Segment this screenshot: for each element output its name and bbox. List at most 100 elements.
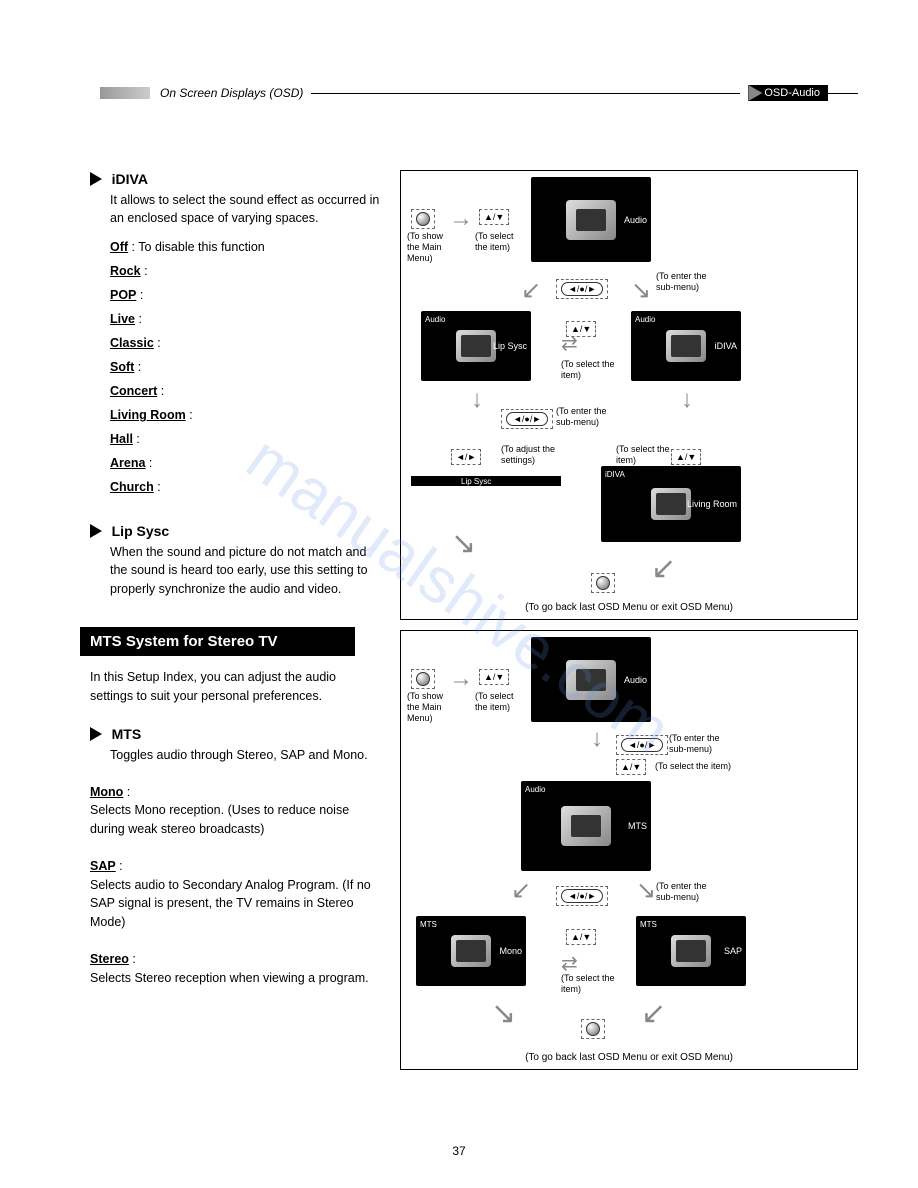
arrow-curve-icon: ↙ [651, 551, 676, 586]
arrow-down-left-icon: ↙ [511, 876, 531, 905]
caption-adjust: (To adjust the settings) [501, 444, 561, 466]
updown-button-6: ▲/▼ [566, 929, 596, 945]
option-soft: Soft : [110, 360, 380, 374]
caption-select-5: (To select the item) [655, 761, 745, 772]
mts-section: MTS Toggles audio through Stereo, SAP an… [90, 725, 380, 987]
updown-button: ▲/▼ [479, 209, 509, 225]
arrow-down-icon: ↓ [591, 725, 603, 753]
caption-enter-sub-3: (To enter the sub-menu) [669, 733, 734, 755]
option-pop: POP : [110, 288, 380, 302]
arrow-right-icon: → [449, 665, 473, 693]
main-menu-button-2 [411, 669, 435, 689]
arrow-curve-icon: ↙ [641, 996, 666, 1031]
arrow-icon [90, 727, 102, 741]
option-livingroom: Living Room : [110, 408, 380, 422]
arrow-down-icon: ↓ [681, 386, 693, 414]
arrow-curve-icon: ↘ [451, 526, 476, 561]
page-number: 37 [452, 1144, 465, 1158]
arrow-down-right-icon: ↘ [636, 876, 656, 905]
arrow-curve-icon: ↘ [491, 996, 516, 1031]
osd-mts: Audio MTS [521, 781, 651, 871]
osd-label-audio-2: Audio [624, 675, 647, 685]
left-column: iDIVA It allows to select the sound effe… [90, 170, 380, 1080]
updown-button-2: ▲/▼ [566, 321, 596, 337]
caption-select-item-4: (To select the item) [475, 691, 525, 713]
mts-stereo: Stereo : Selects Stereo reception when v… [90, 950, 380, 988]
arrow-down-left-icon: ↙ [521, 276, 541, 305]
exit-button [591, 573, 615, 593]
mts-sap: SAP : Selects audio to Secondary Analog … [90, 857, 380, 932]
updown-button-5: ▲/▼ [616, 759, 646, 775]
option-church: Church : [110, 480, 380, 494]
caption-enter-sub-4: (To enter the sub-menu) [656, 881, 721, 903]
osd-audio-main: Audio [531, 177, 651, 262]
lipsync-bar: Lip Sysc [411, 471, 561, 491]
option-concert: Concert : [110, 384, 380, 398]
option-live: Live : [110, 312, 380, 326]
option-off: Off : To disable this function [110, 240, 380, 254]
osd-audio-main-2: Audio [531, 637, 651, 722]
circle-icon [416, 672, 430, 686]
header-gradient-bar [100, 87, 150, 99]
option-arena: Arena : [110, 456, 380, 470]
caption-go-back-2: (To go back last OSD Menu or exit OSD Me… [525, 1052, 733, 1063]
right-column: Audio (To show the Main Menu) → ▲/▼ (To … [400, 170, 858, 1080]
osd-sap: MTS SAP [636, 916, 746, 986]
caption-select-2: (To select the item) [561, 359, 616, 381]
header-left-title: On Screen Displays (OSD) [160, 86, 303, 100]
caption-select-6: (To select the item) [561, 973, 616, 995]
updown-button-3: ▲/▼ [671, 449, 701, 465]
option-rock: Rock : [110, 264, 380, 278]
osd-label-audio: Audio [624, 215, 647, 225]
arrow-right-icon: → [449, 205, 473, 233]
header-right-title: OSD-Audio [764, 87, 820, 99]
lr-button-2: ◄/●/► [501, 409, 553, 429]
diagram-idiva: Audio (To show the Main Menu) → ▲/▼ (To … [400, 170, 858, 620]
exit-button-2 [581, 1019, 605, 1039]
caption-select-3: (To select the item) [616, 444, 671, 466]
caption-show-main-2: (To show the Main Menu) [407, 691, 457, 723]
page-header: On Screen Displays (OSD) OSD-Audio [100, 85, 858, 101]
osd-lipsync: Audio Lip Sysc [421, 311, 531, 381]
caption-go-back: (To go back last OSD Menu or exit OSD Me… [525, 602, 733, 613]
tv-icon [566, 660, 616, 700]
tv-icon [671, 935, 711, 967]
main-menu-button [411, 209, 435, 229]
mts-desc: Toggles audio through Stereo, SAP and Mo… [110, 746, 380, 765]
osd-livingroom: iDIVA Living Room [601, 466, 741, 542]
option-hall: Hall : [110, 432, 380, 446]
idiva-title: iDIVA [112, 171, 148, 187]
leftright-button: ◄/► [451, 449, 481, 465]
lipsync-desc: When the sound and picture do not match … [110, 543, 380, 599]
updown-button-4: ▲/▼ [479, 669, 509, 685]
caption-enter-sub-2: (To enter the sub-menu) [556, 406, 616, 428]
circle-icon [586, 1022, 600, 1036]
lipsync-section: Lip Sysc When the sound and picture do n… [90, 522, 380, 599]
tv-icon [666, 330, 706, 362]
circle-icon [596, 576, 610, 590]
tv-icon [561, 806, 611, 846]
caption-show-main: (To show the Main Menu) [407, 231, 457, 263]
caption-enter-sub: (To enter the sub-menu) [656, 271, 726, 293]
mts-banner: MTS System for Stereo TV [80, 627, 355, 656]
osd-mono: MTS Mono [416, 916, 526, 986]
tv-icon [566, 200, 616, 240]
mts-mono: Mono : Selects Mono reception. (Uses to … [90, 783, 380, 839]
idiva-section: iDIVA It allows to select the sound effe… [90, 170, 380, 494]
lr-button-3: ◄/●/► [616, 735, 668, 755]
option-classic: Classic : [110, 336, 380, 350]
mts-intro: In this Setup Index, you can adjust the … [90, 668, 380, 706]
header-rule [311, 93, 740, 94]
lr-button-4: ◄/●/► [556, 886, 608, 906]
lr-button: ◄/●/► [556, 279, 608, 299]
idiva-desc: It allows to select the sound effect as … [110, 191, 380, 229]
tv-icon [451, 935, 491, 967]
header-right-badge: OSD-Audio [748, 85, 828, 101]
mts-title: MTS [112, 726, 142, 742]
tv-icon [456, 330, 496, 362]
circle-icon [416, 212, 430, 226]
arrow-icon [90, 172, 102, 186]
arrow-down-right-icon: ↘ [631, 276, 651, 305]
caption-select-item: (To select the item) [475, 231, 525, 253]
header-rule-right [828, 93, 858, 94]
